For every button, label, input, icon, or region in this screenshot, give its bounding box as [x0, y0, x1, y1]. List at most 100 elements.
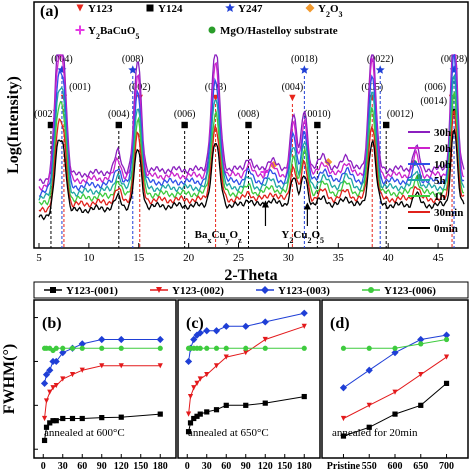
fwhm-point [69, 415, 76, 422]
fwhm-y-axis-label: FWHM(°) [1, 344, 18, 414]
peak-marker [299, 65, 309, 74]
fwhm-point [223, 345, 229, 351]
fwhm-point [196, 329, 204, 337]
legend-label-Y2BaCuO5: Y2BaCuO5 [88, 25, 139, 41]
peak-marker [115, 121, 123, 129]
peak-label: (0014) [420, 96, 447, 107]
fwhm-point [194, 380, 200, 386]
fwhm-legend-label: Y123-(001) [66, 285, 118, 297]
fwhm-x-tick-label: 150 [277, 461, 292, 472]
fwhm-x-tick-label: 90 [241, 461, 251, 472]
fwhm-series-line [44, 365, 161, 419]
fwhm-point [204, 345, 210, 351]
phase-marker [324, 158, 333, 166]
annotation-baxcuyoz: BaxCuyOz [195, 229, 242, 245]
fwhm-point [78, 340, 86, 348]
fwhm-x-tick-label: Pristine [327, 461, 361, 472]
x-tick-label-a: 20 [183, 252, 195, 264]
fwhm-point [242, 322, 250, 330]
fwhm-point [204, 409, 210, 415]
fwhm-point [443, 336, 450, 343]
fwhm-point [262, 345, 268, 351]
y-axis-label-a: Log(Intensity) [5, 76, 22, 174]
fwhm-series-line [188, 325, 305, 415]
fwhm-point [392, 411, 398, 417]
fwhm-point [213, 345, 220, 351]
fwhm-point [443, 354, 450, 360]
fwhm-point [50, 418, 56, 424]
fwhm-point [340, 433, 347, 439]
x-tick-label-a: 35 [333, 252, 345, 264]
fwhm-point [118, 414, 124, 420]
fwhm-point [243, 350, 249, 356]
fwhm-panel-frame-(c) [177, 299, 321, 459]
peak-label: (006) [174, 109, 196, 120]
fwhm-x-tick-label: 650 [413, 461, 428, 472]
peak-label: (004) [282, 82, 304, 93]
xrd-trace-30h [38, 54, 465, 184]
peak-label: (005) [361, 82, 383, 93]
legend-symbol-Y2BaCuO5 [75, 25, 85, 35]
fwhm-point [69, 372, 76, 378]
fwhm-point [117, 335, 125, 344]
fwhm-point [190, 335, 198, 344]
fwhm-point [41, 437, 48, 444]
fwhm-panel-annotation: annealed at 600°C [44, 427, 125, 439]
xrd-trace-30min [38, 109, 465, 213]
fwhm-point [118, 363, 124, 369]
fwhm-x-tick-label: 30 [202, 461, 212, 472]
legend-symbol-MgO/Hastelloy substrate [208, 26, 216, 34]
x-tick-label-a: 45 [433, 252, 445, 264]
fwhm-point [53, 418, 59, 424]
fwhm-point [99, 415, 105, 421]
fwhm-point [79, 345, 85, 351]
fwhm-point [243, 402, 249, 408]
x-axis-label-a: 2-Theta [224, 267, 277, 284]
fwhm-point [366, 345, 372, 351]
fwhm-point [213, 363, 220, 369]
legend-label-Y247: Y247 [238, 3, 263, 15]
peak-label: (001) [69, 82, 91, 93]
fwhm-point [300, 309, 308, 317]
series-legend-label-30min: 30min [434, 207, 463, 219]
fwhm-point [53, 382, 59, 389]
fwhm-point [223, 354, 229, 360]
fwhm-point [46, 366, 54, 374]
fwhm-point [212, 327, 221, 335]
series-legend-label-5h: 5h [434, 175, 446, 187]
fwhm-point [185, 429, 192, 435]
series-legend-label-1h: 1h [434, 191, 446, 203]
fwhm-point [366, 424, 372, 430]
fwhm-point [392, 345, 398, 351]
fwhm-point [262, 336, 268, 343]
fwhm-legend-marker [261, 286, 269, 294]
legend-symbol-Y123 [76, 4, 84, 12]
fwhm-legend-marker [156, 287, 162, 293]
fwhm-x-tick-label: 60 [221, 461, 231, 472]
fwhm-point [99, 345, 105, 351]
series-legend-label-0min: 0min [434, 223, 458, 235]
fwhm-point [79, 415, 85, 422]
fwhm-panel-label: (b) [42, 315, 62, 332]
fwhm-point [156, 335, 164, 344]
peak-marker [181, 121, 188, 129]
fwhm-x-tick-label: 0 [41, 461, 46, 472]
fwhm-point [184, 357, 193, 366]
fwhm-point [443, 380, 450, 386]
fwhm-point [301, 323, 307, 329]
series-legend-label-20h: 20h [434, 143, 451, 155]
fwhm-point [43, 398, 50, 404]
fwhm-point [157, 411, 163, 417]
fwhm-point [194, 413, 200, 419]
fwhm-point [418, 372, 424, 378]
fwhm-x-tick-label: 0 [185, 461, 190, 472]
fwhm-point [223, 402, 229, 408]
fwhm-point [42, 371, 51, 379]
peak-label: (006) [424, 82, 446, 93]
fwhm-panel-annotation: annealed for 20min [332, 427, 418, 439]
fwhm-x-tick-label: 550 [362, 461, 377, 472]
fwhm-series-line [343, 334, 447, 389]
peak-label: (008) [238, 109, 260, 120]
xrd-trace-5h [38, 73, 465, 201]
